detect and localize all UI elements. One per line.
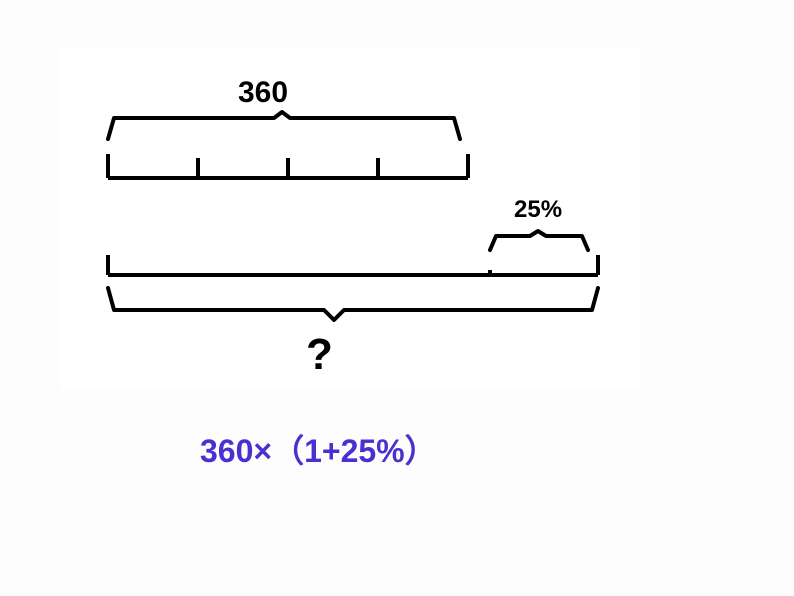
formula-text: 360×（1+25%） (200, 426, 437, 472)
diagram-canvas: 360 25% ? 360×（1+25%） (0, 0, 794, 596)
bottom-brace (0, 0, 794, 596)
unknown-label: ? (306, 330, 333, 380)
